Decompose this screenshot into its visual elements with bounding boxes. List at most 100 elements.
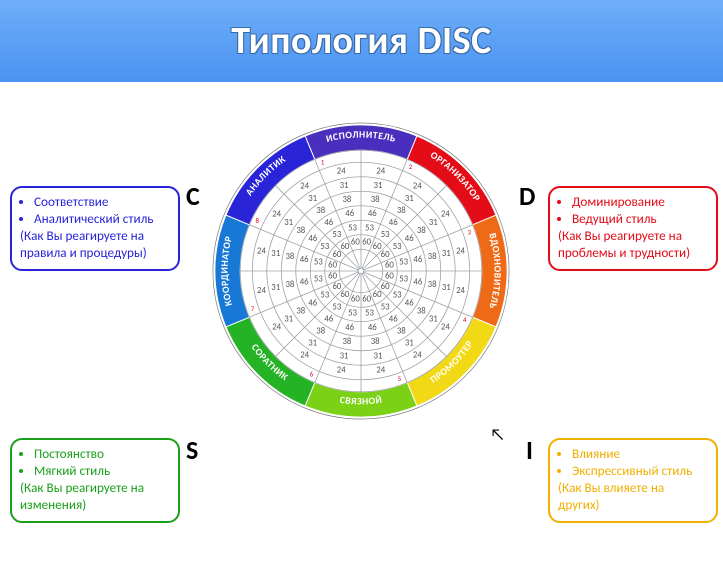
svg-text:24: 24 <box>376 366 385 376</box>
box-i-b2: Экспрессивный стиль <box>572 463 708 480</box>
svg-text:60: 60 <box>381 250 390 260</box>
svg-text:31: 31 <box>308 338 317 348</box>
svg-text:46: 46 <box>389 314 398 324</box>
box-s-b2: Мягкий стиль <box>34 463 170 480</box>
svg-text:38: 38 <box>296 306 305 316</box>
svg-text:31: 31 <box>405 194 414 204</box>
letter-s: S <box>186 434 198 466</box>
box-d-b1: Доминирование <box>572 194 708 211</box>
svg-text:31: 31 <box>271 283 280 293</box>
page-title: Типология DISC <box>231 18 491 64</box>
svg-text:53: 53 <box>314 258 323 268</box>
svg-text:31: 31 <box>284 314 293 324</box>
svg-text:24: 24 <box>300 182 309 192</box>
svg-text:24: 24 <box>257 246 266 256</box>
svg-text:2: 2 <box>409 163 413 171</box>
svg-text:38: 38 <box>316 326 325 336</box>
box-d-b2: Ведущий стиль <box>572 211 708 228</box>
svg-text:31: 31 <box>429 218 438 228</box>
svg-text:31: 31 <box>374 351 383 361</box>
svg-text:31: 31 <box>271 249 280 259</box>
svg-text:53: 53 <box>381 302 390 312</box>
svg-text:38: 38 <box>428 252 437 262</box>
svg-text:24: 24 <box>272 210 281 220</box>
svg-text:24: 24 <box>376 167 385 177</box>
svg-text:53: 53 <box>365 223 374 233</box>
svg-text:46: 46 <box>300 255 309 265</box>
svg-text:53: 53 <box>314 275 323 285</box>
svg-text:60: 60 <box>332 282 341 292</box>
svg-text:38: 38 <box>342 337 351 347</box>
svg-text:31: 31 <box>284 218 293 228</box>
svg-text:38: 38 <box>417 306 426 316</box>
svg-text:46: 46 <box>405 298 414 308</box>
svg-text:24: 24 <box>300 350 309 360</box>
svg-text:53: 53 <box>399 275 408 285</box>
svg-text:60: 60 <box>328 272 337 282</box>
box-s: Постоянство Мягкий стиль (Как Вы реагиру… <box>10 438 180 523</box>
letter-i: I <box>526 434 533 466</box>
svg-text:53: 53 <box>365 309 374 319</box>
svg-text:31: 31 <box>405 338 414 348</box>
svg-text:24: 24 <box>441 322 450 332</box>
box-s-sub: (Как Вы реагируете на изменения) <box>20 480 170 513</box>
svg-text:53: 53 <box>348 223 357 233</box>
svg-text:46: 46 <box>308 234 317 244</box>
svg-text:60: 60 <box>362 295 371 305</box>
svg-text:53: 53 <box>393 242 402 252</box>
cursor-icon: ↖ <box>490 424 505 445</box>
wheel-svg: ИСПОЛНИТЕЛЬОРГАНИЗАТОРВДОХНОВИТЕЛЬПРОМОУ… <box>210 120 512 422</box>
svg-text:60: 60 <box>351 238 360 248</box>
box-c-b1: Соответствие <box>34 194 170 211</box>
box-i-b1: Влияние <box>572 446 708 463</box>
box-i: Влияние Экспрессивный стиль (Как Вы влия… <box>548 438 718 523</box>
box-c-sub: (Как Вы реагируете на правила и процедур… <box>20 228 170 261</box>
svg-text:60: 60 <box>340 290 349 300</box>
svg-text:31: 31 <box>442 249 451 259</box>
svg-text:31: 31 <box>340 351 349 361</box>
svg-text:6: 6 <box>310 370 314 378</box>
svg-text:8: 8 <box>256 217 260 225</box>
svg-text:60: 60 <box>385 260 394 270</box>
svg-text:46: 46 <box>413 277 422 287</box>
svg-text:7: 7 <box>251 305 255 313</box>
svg-text:24: 24 <box>413 350 422 360</box>
box-i-sub: (Как Вы влияете на других) <box>558 480 708 513</box>
box-s-b1: Постоянство <box>34 446 170 463</box>
svg-text:24: 24 <box>456 286 465 296</box>
svg-text:31: 31 <box>340 181 349 191</box>
svg-text:60: 60 <box>340 242 349 252</box>
svg-text:5: 5 <box>398 375 402 383</box>
letter-c: C <box>186 180 200 212</box>
svg-text:46: 46 <box>345 323 354 333</box>
svg-text:60: 60 <box>328 260 337 270</box>
svg-text:31: 31 <box>308 194 317 204</box>
svg-text:60: 60 <box>385 272 394 282</box>
svg-text:46: 46 <box>405 234 414 244</box>
svg-text:46: 46 <box>368 323 377 333</box>
svg-text:24: 24 <box>272 322 281 332</box>
svg-text:46: 46 <box>389 218 398 228</box>
box-c-b2: Аналитический стиль <box>34 211 170 228</box>
box-d: Доминирование Ведущий стиль (Как Вы реаг… <box>548 186 718 271</box>
svg-text:53: 53 <box>332 302 341 312</box>
svg-text:60: 60 <box>362 238 371 248</box>
svg-text:53: 53 <box>399 258 408 268</box>
svg-text:53: 53 <box>320 242 329 252</box>
svg-text:38: 38 <box>397 326 406 336</box>
svg-text:53: 53 <box>393 290 402 300</box>
content-area: C D S I Соответствие Аналитический стиль… <box>0 82 723 584</box>
svg-text:31: 31 <box>374 181 383 191</box>
svg-text:24: 24 <box>257 286 266 296</box>
svg-text:1: 1 <box>321 158 325 166</box>
svg-text:24: 24 <box>413 182 422 192</box>
svg-text:53: 53 <box>348 309 357 319</box>
svg-text:31: 31 <box>429 314 438 324</box>
svg-text:46: 46 <box>324 218 333 228</box>
svg-text:38: 38 <box>342 195 351 205</box>
svg-text:38: 38 <box>428 280 437 290</box>
svg-text:60: 60 <box>381 282 390 292</box>
svg-text:24: 24 <box>441 210 450 220</box>
svg-text:38: 38 <box>285 280 294 290</box>
svg-text:38: 38 <box>316 206 325 216</box>
